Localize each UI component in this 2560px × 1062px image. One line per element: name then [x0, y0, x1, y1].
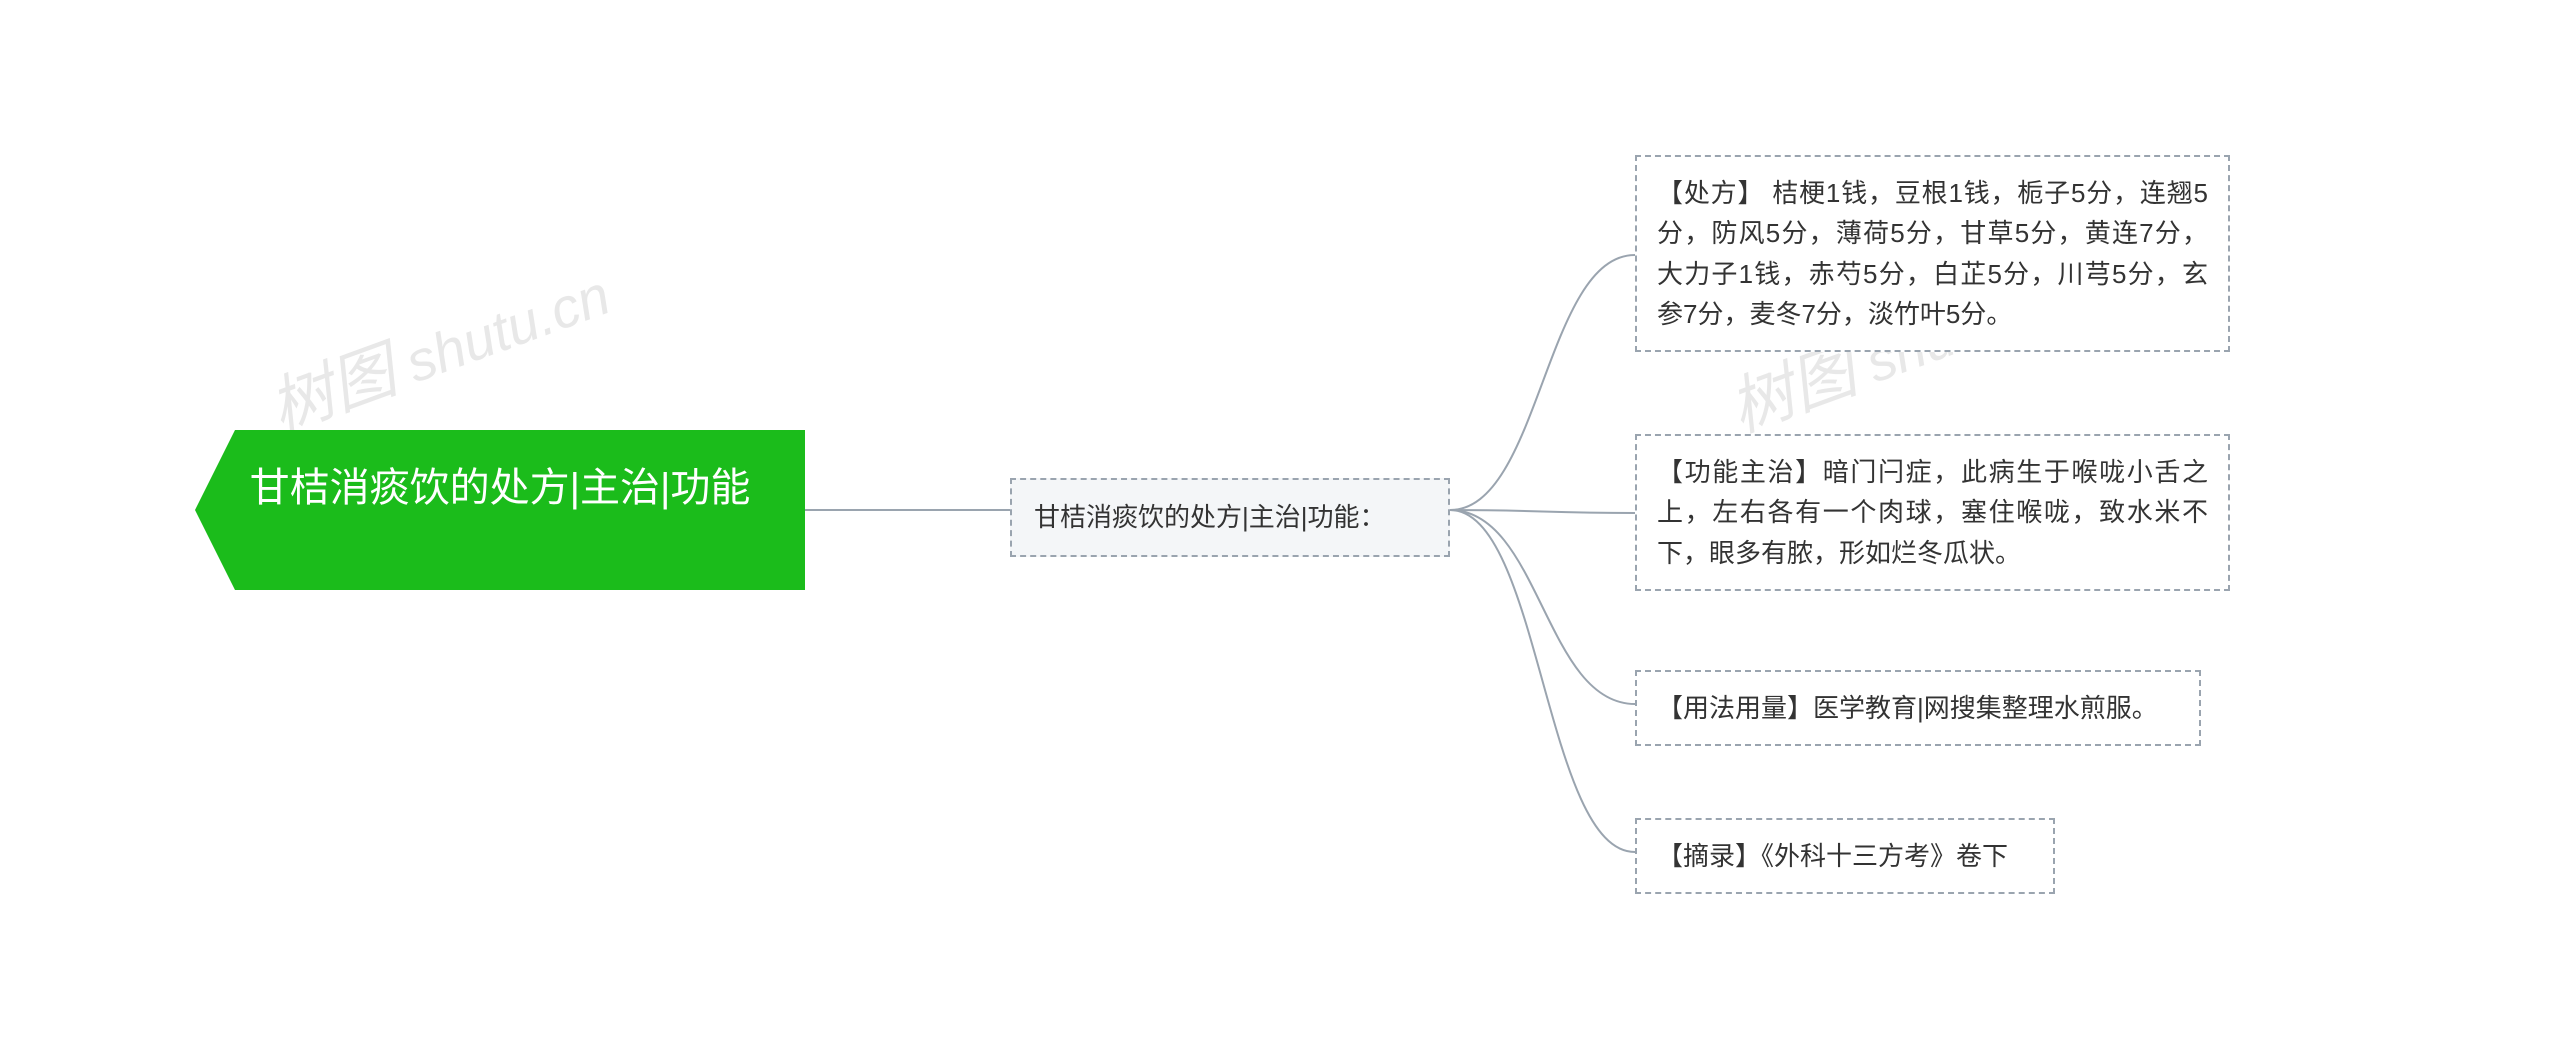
- mindmap-canvas: 甘桔消痰饮的处方|主治|功能 甘桔消痰饮的处方|主治|功能： 【处方】 桔梗1钱…: [0, 0, 2560, 1062]
- leaf-node-usage[interactable]: 【用法用量】医学教育|网搜集整理水煎服。: [1635, 670, 2201, 746]
- sub-node[interactable]: 甘桔消痰饮的处方|主治|功能：: [1010, 478, 1450, 557]
- leaf-node-prescription[interactable]: 【处方】 桔梗1钱，豆根1钱，栀子5分，连翘5分，防风5分，薄荷5分，甘草5分，…: [1635, 155, 2230, 352]
- leaf-node-indication[interactable]: 【功能主治】暗门闩症，此病生于喉咙小舌之上，左右各有一个肉球，塞住喉咙，致水米不…: [1635, 434, 2230, 591]
- leaf-node-source[interactable]: 【摘录】《外科十三方考》卷下: [1635, 818, 2055, 894]
- root-node[interactable]: 甘桔消痰饮的处方|主治|功能: [195, 430, 805, 590]
